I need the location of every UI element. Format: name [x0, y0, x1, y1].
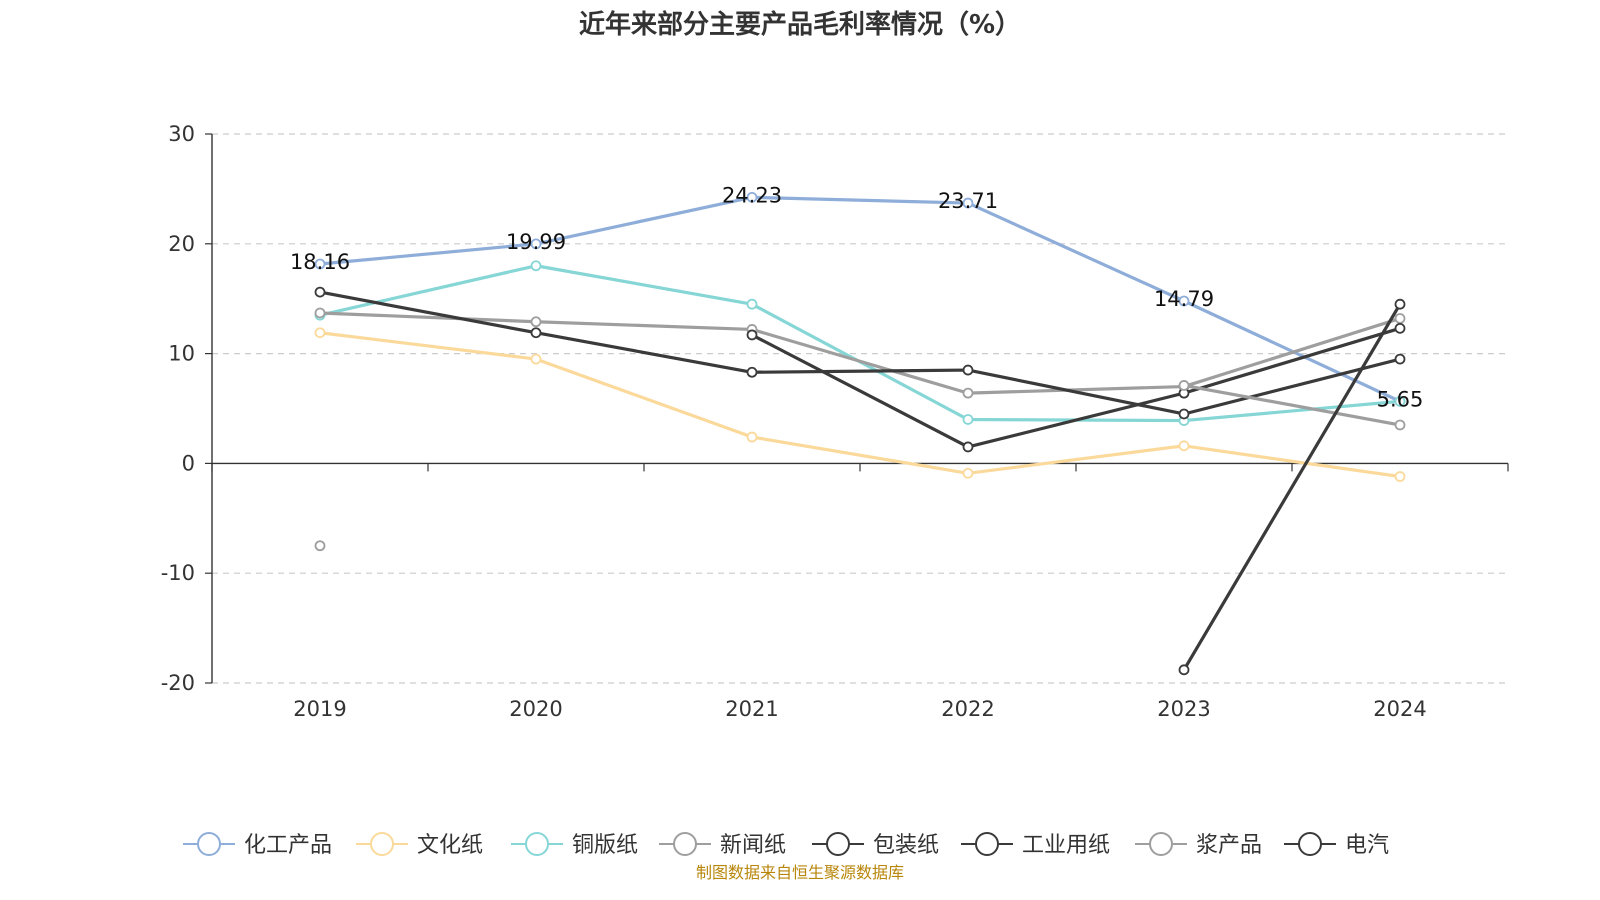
legend[interactable]: 化工产品 文化纸 铜版纸 新闻纸 包装纸 工业用纸 浆产品 电汽 — [183, 832, 1389, 858]
data-label: 5.65 — [1377, 387, 1424, 411]
y-tick-label: 20 — [168, 232, 195, 256]
data-point-5 — [746, 366, 758, 378]
y-tick-label: -20 — [161, 671, 195, 695]
legend-label: 化工产品 — [244, 833, 332, 858]
x-tick-label: 2021 — [725, 697, 778, 721]
legend-label: 浆产品 — [1196, 833, 1262, 858]
data-point-4 — [530, 316, 542, 328]
legend-label: 铜版纸 — [572, 833, 638, 858]
legend-item-2[interactable]: 文化纸 — [356, 832, 483, 858]
data-point-1 — [530, 238, 542, 250]
legend-label: 工业用纸 — [1022, 833, 1110, 858]
x-tick-label: 2022 — [941, 697, 994, 721]
data-point-2 — [1394, 471, 1406, 482]
data-point-6 — [746, 329, 758, 341]
legend-item-7[interactable]: 浆产品 — [1135, 832, 1262, 858]
legend-marker — [370, 832, 394, 856]
legend-label: 包装纸 — [873, 833, 939, 858]
data-point-8 — [1178, 664, 1190, 676]
data-label: 18.16 — [290, 250, 350, 274]
legend-item-4[interactable]: 新闻纸 — [659, 832, 786, 858]
legend-item-1[interactable]: 化工产品 — [183, 832, 332, 858]
series-line-7 — [1183, 383, 1401, 427]
data-label: 19.99 — [506, 230, 566, 254]
legend-marker — [975, 832, 999, 856]
legend-label: 文化纸 — [417, 833, 483, 858]
legend-marker — [826, 832, 850, 856]
y-tick-label: 10 — [168, 342, 195, 366]
legend-item-5[interactable]: 包装纸 — [812, 832, 939, 858]
series-line-4 — [319, 311, 1401, 395]
data-point-2 — [314, 327, 326, 339]
x-tick-label: 2020 — [509, 697, 562, 721]
data-label: 23.71 — [938, 189, 998, 213]
chart-title: 近年来部分主要产品毛利率情况（%） — [579, 9, 1021, 40]
data-point-7 — [314, 540, 326, 552]
series-lines — [319, 195, 1402, 671]
data-point-4 — [1394, 313, 1406, 324]
data-labels: 18.16 19.99 24.23 23.71 14.79 5.65 — [290, 183, 1423, 411]
data-point-5 — [1178, 408, 1190, 420]
y-tick-label: 30 — [168, 122, 195, 146]
legend-item-3[interactable]: 铜版纸 — [511, 832, 638, 858]
data-label: 14.79 — [1154, 287, 1214, 311]
legend-marker — [525, 832, 549, 856]
data-point-7 — [1178, 380, 1190, 391]
series-line-1 — [319, 195, 1401, 403]
legend-marker — [1298, 832, 1322, 856]
data-point-1 — [962, 197, 974, 209]
legend-item-8[interactable]: 电汽 — [1284, 832, 1389, 858]
data-point-5 — [962, 364, 974, 376]
data-point-3 — [530, 260, 542, 272]
series-line-6 — [751, 326, 1401, 449]
legend-marker — [197, 832, 221, 856]
legend-label: 新闻纸 — [720, 833, 786, 858]
data-point-1 — [314, 258, 326, 270]
data-point-3 — [962, 414, 974, 425]
data-point-4 — [314, 307, 326, 319]
legend-marker — [673, 832, 697, 856]
data-point-2 — [1178, 440, 1190, 452]
series-line-8 — [1182, 303, 1402, 671]
y-tick-label: 0 — [182, 451, 195, 475]
data-point-5 — [314, 286, 326, 298]
data-point-2 — [962, 467, 974, 479]
data-point-5 — [1394, 353, 1406, 365]
y-tick-label: -10 — [161, 561, 195, 585]
x-tick-label: 2023 — [1157, 697, 1210, 721]
data-point-7 — [1394, 419, 1406, 431]
x-tick-label: 2019 — [293, 697, 346, 721]
data-point-2 — [746, 431, 758, 443]
legend-marker — [1149, 832, 1173, 856]
data-point-3 — [1394, 395, 1406, 407]
series-line-5 — [319, 290, 1401, 416]
data-label: 24.23 — [722, 183, 782, 207]
source-note: 制图数据来自恒生聚源数据库 — [696, 863, 904, 882]
legend-item-6[interactable]: 工业用纸 — [961, 832, 1110, 858]
data-point-4 — [962, 387, 974, 399]
legend-label: 电汽 — [1345, 833, 1389, 858]
data-point-8 — [1394, 298, 1406, 310]
data-point-2 — [530, 353, 542, 365]
series-line-3 — [319, 264, 1401, 423]
data-point-1 — [1178, 295, 1190, 307]
data-point-1 — [746, 191, 758, 203]
data-point-6 — [1394, 322, 1406, 334]
x-tick-label: 2024 — [1373, 697, 1426, 721]
axes: 30 20 10 0 -10 -20 2019 2020 2021 2022 2023 2024 — [161, 122, 1509, 721]
data-points — [314, 191, 1406, 676]
data-point-6 — [962, 441, 974, 453]
data-point-3 — [746, 298, 758, 310]
data-point-5 — [530, 327, 542, 339]
series-line-2 — [319, 331, 1401, 479]
